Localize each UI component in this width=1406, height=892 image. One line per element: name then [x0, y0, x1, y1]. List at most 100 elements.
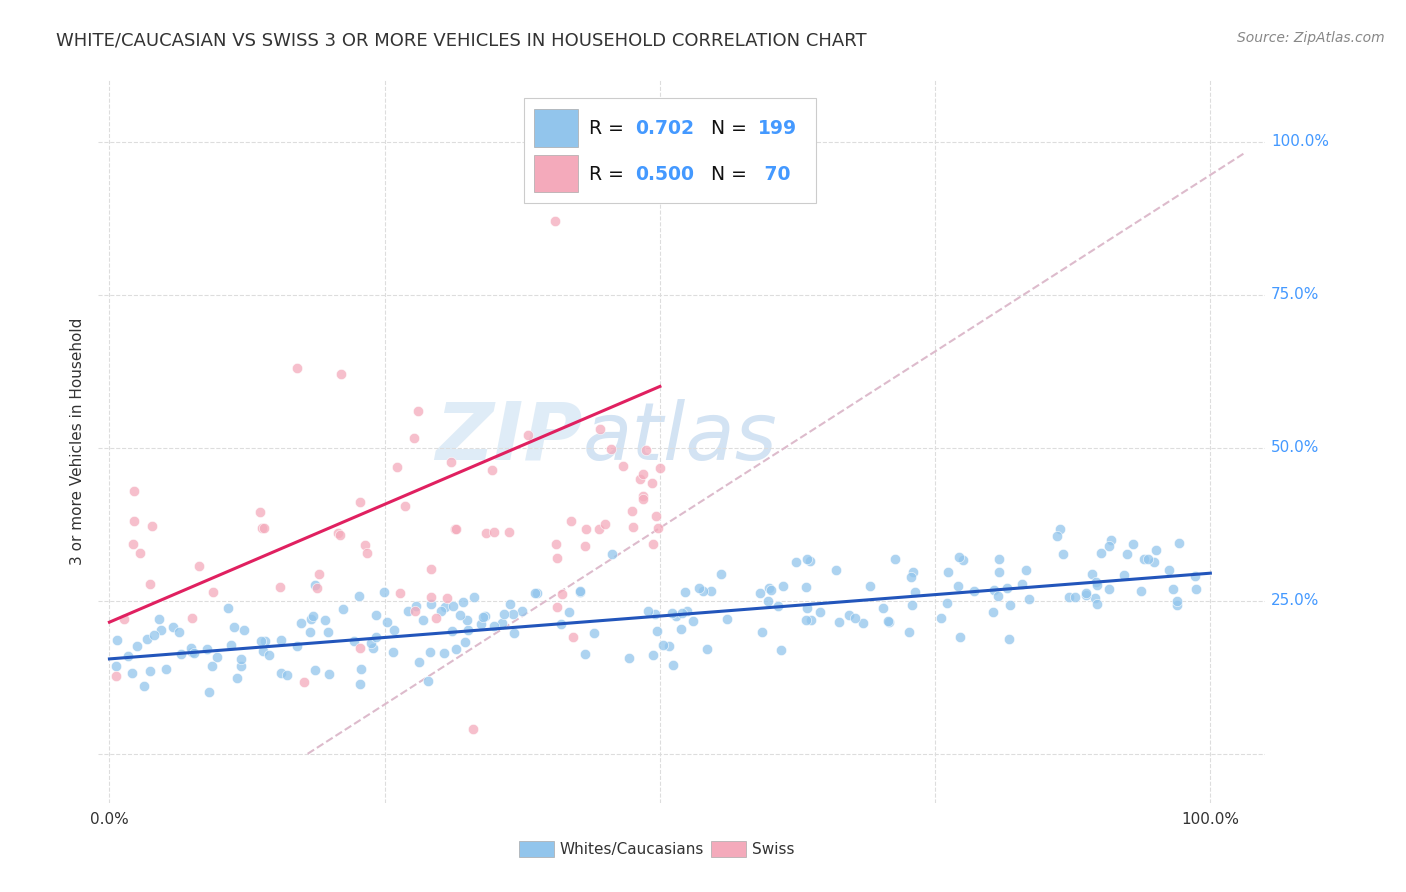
- Text: 100.0%: 100.0%: [1181, 812, 1239, 827]
- Point: [292, 675, 315, 690]
- Point: [688, 581, 710, 595]
- Point: [551, 587, 574, 601]
- Point: [644, 607, 666, 622]
- Point: [1099, 533, 1122, 548]
- Point: [796, 601, 818, 615]
- Point: [546, 550, 568, 565]
- Point: [901, 599, 924, 613]
- Point: [645, 624, 668, 639]
- Point: [1083, 591, 1105, 606]
- Point: [852, 616, 875, 631]
- Point: [664, 608, 686, 623]
- Point: [1168, 535, 1191, 549]
- Point: [440, 455, 463, 469]
- Point: [825, 563, 848, 577]
- Point: [180, 640, 202, 655]
- Point: [139, 664, 162, 678]
- Point: [1085, 597, 1108, 611]
- Point: [981, 605, 1004, 619]
- Point: [162, 620, 184, 634]
- Point: [524, 585, 547, 599]
- Point: [314, 613, 336, 627]
- Point: [433, 646, 456, 660]
- Point: [457, 623, 479, 637]
- Text: Whites/Caucasians: Whites/Caucasians: [560, 841, 704, 856]
- Point: [1132, 551, 1154, 566]
- Point: [420, 590, 443, 604]
- Point: [195, 642, 218, 657]
- Point: [544, 537, 567, 551]
- Point: [619, 651, 641, 665]
- Point: [1166, 594, 1188, 608]
- Point: [491, 616, 513, 631]
- Point: [183, 646, 205, 660]
- Point: [396, 604, 419, 618]
- Point: [169, 624, 191, 639]
- Point: [394, 499, 416, 513]
- Point: [170, 648, 193, 662]
- Point: [828, 615, 851, 630]
- Point: [308, 567, 330, 582]
- Point: [349, 641, 371, 656]
- Text: ZIP: ZIP: [436, 399, 582, 477]
- Point: [988, 552, 1011, 566]
- Point: [516, 428, 538, 442]
- Point: [356, 546, 378, 560]
- Point: [647, 521, 669, 535]
- Point: [290, 616, 312, 631]
- Point: [682, 614, 704, 628]
- Text: R =: R =: [589, 120, 630, 138]
- Point: [676, 603, 699, 617]
- Point: [808, 605, 831, 619]
- FancyBboxPatch shape: [519, 841, 554, 857]
- Point: [1161, 582, 1184, 596]
- Point: [470, 617, 492, 632]
- Point: [250, 521, 273, 535]
- Point: [929, 610, 952, 624]
- Point: [1090, 546, 1112, 560]
- Point: [749, 585, 772, 599]
- Text: N =: N =: [711, 120, 754, 138]
- Point: [441, 599, 464, 613]
- Point: [641, 536, 664, 550]
- Point: [575, 522, 598, 536]
- Point: [1184, 569, 1206, 583]
- Point: [329, 367, 352, 381]
- Point: [633, 467, 655, 481]
- Point: [456, 613, 478, 627]
- Point: [983, 582, 1005, 597]
- Point: [304, 578, 326, 592]
- Point: [436, 591, 458, 606]
- Point: [671, 606, 693, 620]
- Point: [574, 539, 596, 553]
- Text: 70: 70: [758, 165, 790, 184]
- Point: [859, 579, 882, 593]
- Point: [302, 609, 325, 624]
- Point: [662, 658, 685, 673]
- Point: [304, 663, 326, 677]
- Point: [449, 608, 471, 623]
- Point: [785, 555, 807, 569]
- Point: [305, 582, 328, 596]
- Point: [412, 613, 434, 627]
- Point: [226, 671, 249, 685]
- Point: [1074, 585, 1097, 599]
- Point: [250, 633, 273, 648]
- Point: [794, 613, 817, 627]
- Point: [217, 601, 239, 615]
- Point: [347, 589, 370, 603]
- Point: [224, 620, 246, 634]
- Point: [141, 518, 163, 533]
- Point: [350, 662, 373, 676]
- Point: [349, 677, 371, 691]
- Point: [361, 640, 384, 655]
- Point: [1097, 582, 1119, 596]
- Point: [482, 619, 505, 633]
- Point: [588, 522, 610, 536]
- Point: [936, 596, 959, 610]
- Point: [599, 442, 621, 456]
- Point: [998, 632, 1021, 646]
- Point: [180, 645, 202, 659]
- Point: [332, 602, 354, 616]
- Point: [1185, 582, 1208, 597]
